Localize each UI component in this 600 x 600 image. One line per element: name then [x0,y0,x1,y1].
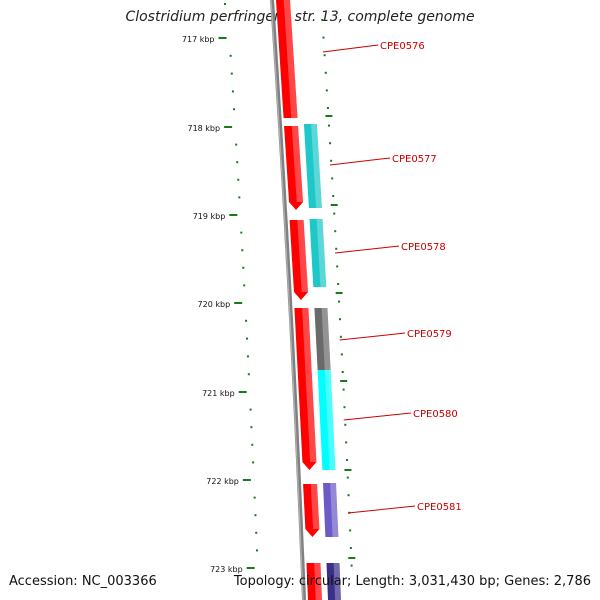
label-connector [347,505,416,514]
cog-category-box-bevel [333,563,341,600]
ruler-label: 723 kbp [210,565,243,574]
ruler-labels: 717 kbp 718 kbp 719 kbp 720 kbp 721 kbp 722 k… [182,35,243,574]
cog-category-box [323,483,339,537]
map-title: Clostridium perfringens str. 13, complet… [125,9,475,25]
gene-arrow-forward [303,484,320,537]
gene-arrow-forward [294,308,312,370]
gene-arrow-forward-bevel [310,484,320,529]
cog-category-box [326,563,341,600]
backbone-highlight [270,0,304,600]
gene-label: CPE0578 [401,242,446,253]
backbone-line [270,0,306,600]
ruler-label: 717 kbp [182,35,215,44]
gene-label: CPE0579 [407,329,452,340]
gene-arrow-forward [276,0,298,118]
ruler-label: 721 kbp [202,389,235,398]
label-connector [329,157,391,166]
gene-arrow-forward [284,126,304,210]
genome-summary-text: Topology: circular; Length: 3,031,430 bp… [233,574,591,589]
gene-label: CPE0577 [392,154,437,165]
ruler-label: 718 kbp [187,124,220,133]
gene-arrow-forward-bevel [283,0,298,118]
label-connector [339,332,406,341]
gene-label: CPE0580 [413,409,458,420]
cog-category-box-bevel [316,219,327,287]
gene-label: CPE0576 [380,41,425,52]
gene-arrow-forward [289,220,308,300]
ruler-label: 719 kbp [193,212,226,221]
label-connector [322,44,379,53]
cog-category-box [314,308,331,370]
cog-category-box [303,124,322,208]
gene-arrow-forward-bevel [297,220,308,292]
ruler-label: 720 kbp [198,300,231,309]
gene-arrow-forward [297,370,317,470]
label-connector [343,412,412,421]
ruler-ticks-left [218,3,258,569]
gene-label: CPE0581 [417,502,462,513]
gene-arrow-forward-bevel [291,126,304,202]
gene-arrow-forward-bevel [305,370,317,462]
gene-labels: CPE0576 CPE0577 CPE0578 CPE0579 CPE0580 CPE05… [322,41,462,514]
cog-category-box-bevel [330,483,339,537]
backbone [270,0,306,600]
ruler-label: 722 kbp [206,477,239,486]
label-connector [335,245,400,254]
gene-features [276,0,341,600]
cog-category-box-bevel [324,370,336,470]
cog-category-box-bevel [321,308,331,370]
gene-arrow-forward-bevel [314,563,322,600]
cog-category-box-bevel [311,124,322,208]
accession-text: Accession: NC_003366 [9,574,157,589]
gene-arrow-forward [306,563,322,600]
cog-category-box [317,370,336,470]
cog-category-box [309,219,327,287]
gene-arrow-forward-bevel [302,308,312,370]
